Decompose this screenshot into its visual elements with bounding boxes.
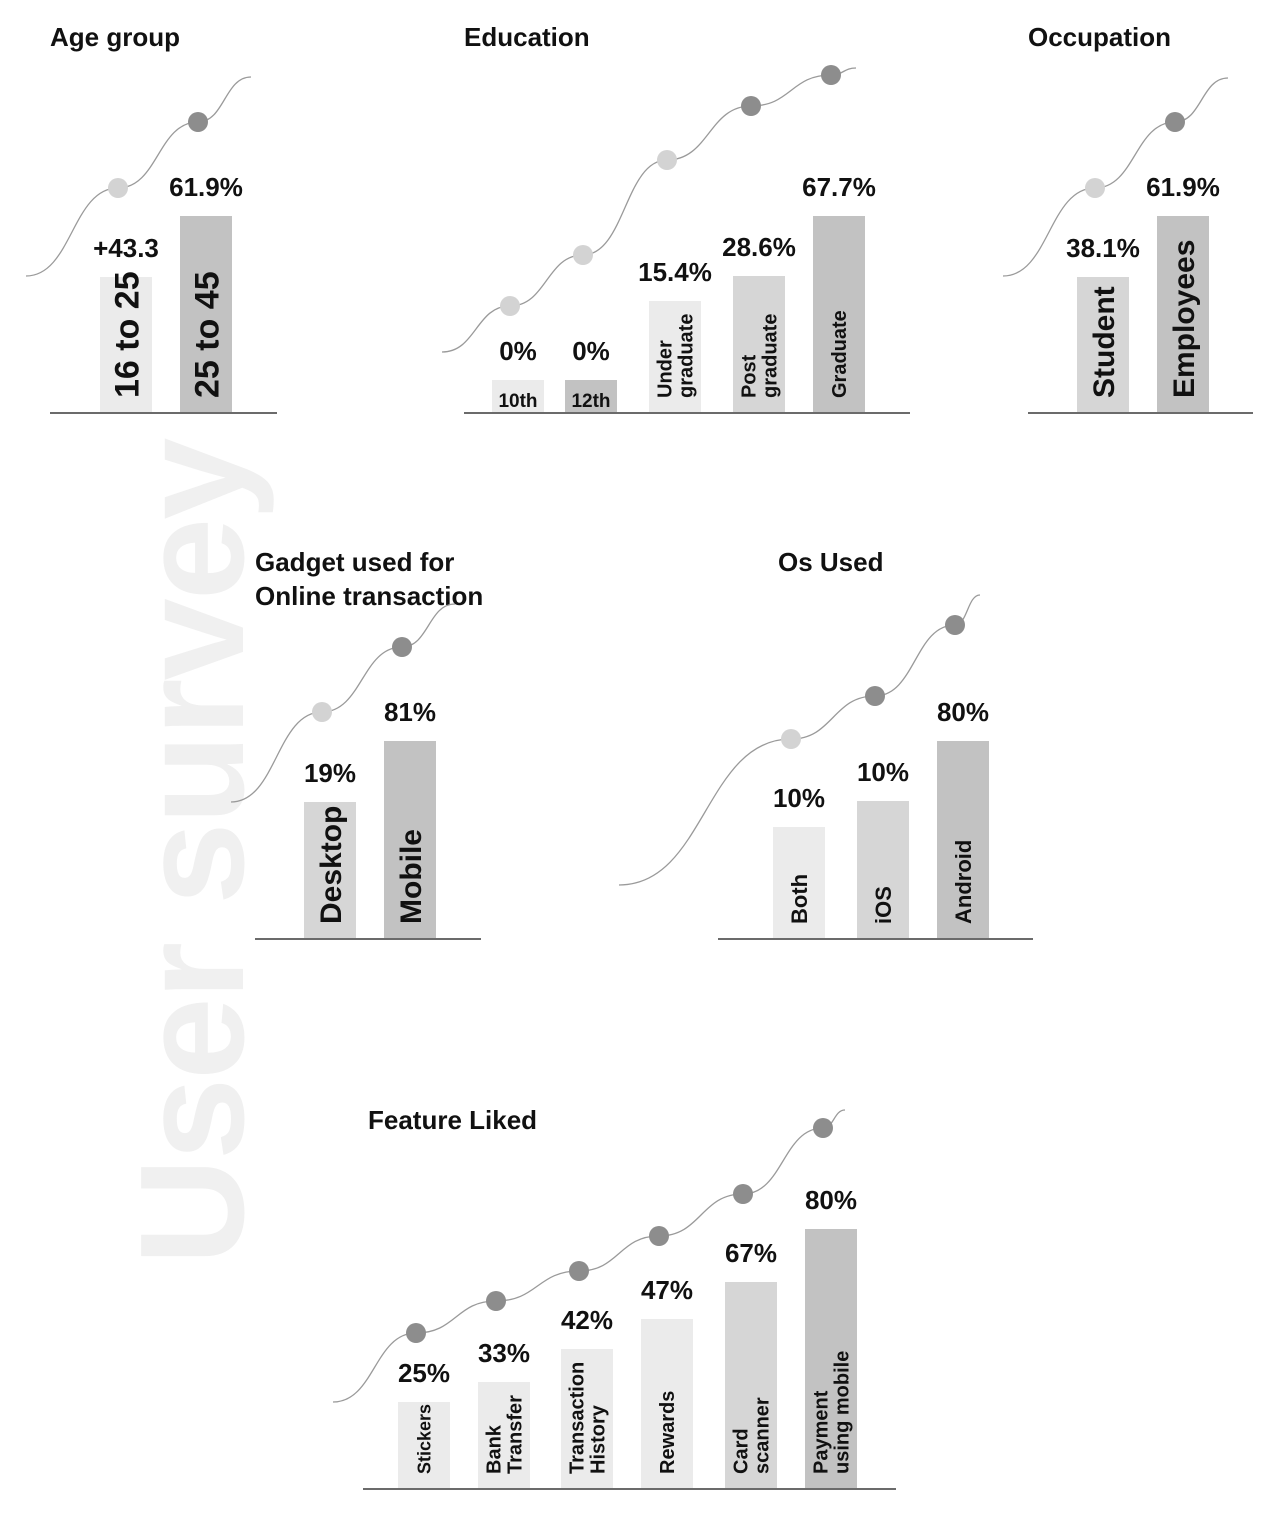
trend-dot bbox=[813, 1118, 833, 1138]
bar bbox=[773, 827, 825, 938]
value-label: 67% bbox=[725, 1238, 777, 1268]
trend-dot bbox=[781, 729, 801, 749]
value-label: 80% bbox=[937, 697, 989, 727]
trend-dot bbox=[569, 1261, 589, 1281]
trend-dot bbox=[945, 615, 965, 635]
trend-dot bbox=[486, 1291, 506, 1311]
bar bbox=[733, 276, 785, 412]
value-label: 19% bbox=[304, 758, 356, 788]
value-label: 38.1% bbox=[1066, 233, 1140, 263]
chart-os: 10% Both 10% iOS 80% Android bbox=[618, 594, 1033, 940]
chart-title-features: Feature Liked bbox=[368, 1105, 538, 1135]
trend-dot bbox=[821, 65, 841, 85]
bar bbox=[725, 1282, 777, 1488]
category-label: 10th bbox=[498, 391, 537, 412]
category-label: 25 to 45 bbox=[188, 271, 226, 398]
trend-dot bbox=[1165, 112, 1185, 132]
bar bbox=[641, 1319, 693, 1488]
category-label: Both bbox=[787, 874, 812, 924]
trend-dot bbox=[392, 637, 412, 657]
trend-dot bbox=[406, 1323, 426, 1343]
trend-line bbox=[1002, 77, 1229, 277]
chart-gadget: 19% Desktop 81% Mobile bbox=[230, 603, 481, 940]
value-label: 47% bbox=[641, 1275, 693, 1305]
trend-dot bbox=[573, 245, 593, 265]
value-label: 0% bbox=[499, 336, 537, 366]
trend-line bbox=[230, 603, 456, 803]
trend-dot bbox=[865, 686, 885, 706]
value-label: 61.9% bbox=[169, 172, 243, 202]
trend-dot bbox=[312, 702, 332, 722]
chart-features: 25% Stickers 33% BankTransfer 42% Transaction… bbox=[332, 1109, 896, 1490]
bar bbox=[561, 1349, 613, 1488]
category-label: Rewards bbox=[657, 1391, 679, 1474]
value-label: 0% bbox=[572, 336, 610, 366]
value-label: 28.6% bbox=[722, 232, 796, 262]
bar bbox=[478, 1382, 530, 1488]
value-label: 67.7% bbox=[802, 172, 876, 202]
trend-dot bbox=[741, 96, 761, 116]
bar bbox=[180, 216, 232, 412]
chart-title-education: Education bbox=[464, 22, 590, 52]
value-label: +43.3 bbox=[93, 233, 159, 263]
bar bbox=[649, 301, 701, 412]
bar bbox=[100, 277, 152, 412]
category-label: Employees bbox=[1168, 240, 1201, 398]
category-label: Student bbox=[1088, 286, 1121, 398]
category-label: Paymentusing mobile bbox=[811, 1351, 854, 1474]
category-label: Cardscanner bbox=[731, 1397, 774, 1474]
bar bbox=[492, 380, 544, 412]
trend-dot bbox=[649, 1226, 669, 1246]
category-label: Postgraduate bbox=[739, 314, 782, 398]
category-label: 12th bbox=[571, 391, 610, 412]
trend-dot bbox=[188, 112, 208, 132]
category-label: Undergraduate bbox=[655, 314, 698, 398]
chart-title-gadget-line-1: Gadget used for bbox=[255, 547, 455, 577]
chart-age: +43.3 16 to 25 61.9% 25 to 45 bbox=[25, 76, 277, 414]
value-label: 42% bbox=[561, 1305, 613, 1335]
chart-occupation: 38.1% Student 61.9% Employees bbox=[1002, 77, 1253, 414]
bar bbox=[805, 1229, 857, 1488]
value-label: 61.9% bbox=[1146, 172, 1220, 202]
chart-title-age: Age group bbox=[50, 22, 180, 52]
bar bbox=[813, 216, 865, 412]
chart-education: 0% 10th 0% 12th 15.4% Undergraduate 28.6% Postg… bbox=[441, 65, 910, 414]
category-label: TransactionHistory bbox=[567, 1362, 610, 1474]
bar bbox=[565, 380, 617, 412]
trend-dot bbox=[108, 178, 128, 198]
value-label: 33% bbox=[478, 1338, 530, 1368]
trend-dot bbox=[500, 296, 520, 316]
trend-dot bbox=[1085, 178, 1105, 198]
value-label: 15.4% bbox=[638, 257, 712, 287]
value-label: 10% bbox=[773, 783, 825, 813]
category-label: Mobile bbox=[395, 829, 428, 924]
chart-title-os: Os Used bbox=[778, 547, 884, 577]
category-label: iOS bbox=[871, 886, 896, 924]
value-label: 80% bbox=[805, 1185, 857, 1215]
bar bbox=[398, 1402, 450, 1488]
value-label: 25% bbox=[398, 1358, 450, 1388]
category-label: Desktop bbox=[315, 806, 348, 924]
bar bbox=[1157, 216, 1209, 412]
bar bbox=[1077, 277, 1129, 412]
trend-dot bbox=[657, 150, 677, 170]
bar bbox=[384, 741, 436, 938]
value-label: 81% bbox=[384, 697, 436, 727]
bar bbox=[304, 802, 356, 938]
category-label: BankTransfer bbox=[484, 1395, 527, 1474]
trend-line bbox=[25, 76, 252, 277]
category-label: 16 to 25 bbox=[108, 271, 146, 398]
chart-title-occupation: Occupation bbox=[1028, 22, 1172, 52]
value-label: 10% bbox=[857, 757, 909, 787]
category-label: Android bbox=[951, 840, 976, 924]
category-label: Graduate bbox=[829, 310, 851, 398]
category-label: Stickers bbox=[414, 1404, 434, 1474]
trend-dot bbox=[733, 1184, 753, 1204]
bar bbox=[857, 801, 909, 938]
bar bbox=[937, 741, 989, 938]
